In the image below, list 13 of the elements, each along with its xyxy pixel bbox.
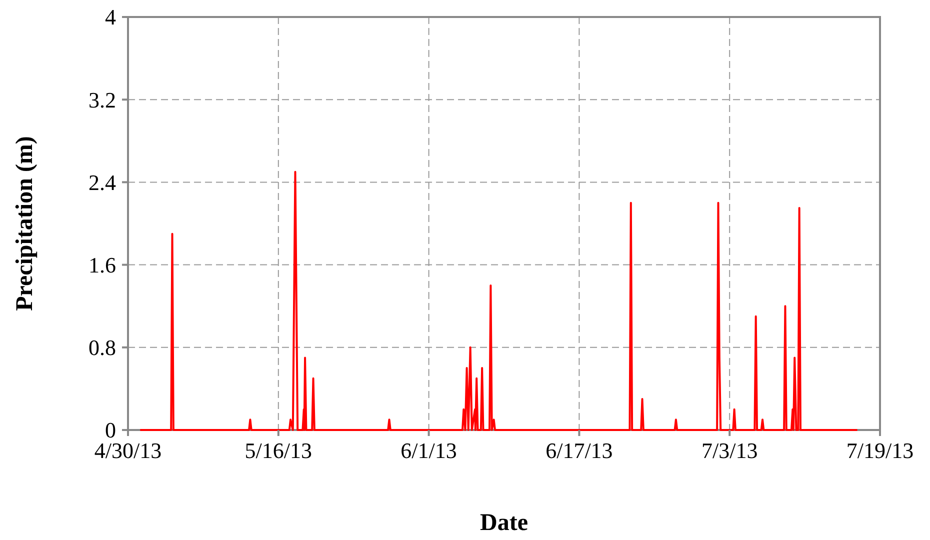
x-tick-label: 6/17/13: [546, 438, 613, 463]
y-axis-title: Precipitation (m): [12, 136, 38, 311]
y-tick-label: 1.6: [88, 252, 116, 278]
y-tick-label: 2.4: [88, 170, 116, 195]
y-tick-label: 3.2: [88, 87, 116, 112]
x-tick-label: 5/16/13: [244, 438, 312, 463]
y-tick-label: 0.8: [88, 335, 116, 360]
x-tick-label: 7/3/13: [701, 438, 758, 463]
x-tick-label: 6/1/13: [400, 438, 457, 463]
y-tick-label: 4: [105, 4, 116, 30]
x-tick-label: 7/19/13: [846, 438, 914, 463]
x-axis-title: Date: [480, 510, 528, 536]
line-series: [139, 170, 858, 431]
